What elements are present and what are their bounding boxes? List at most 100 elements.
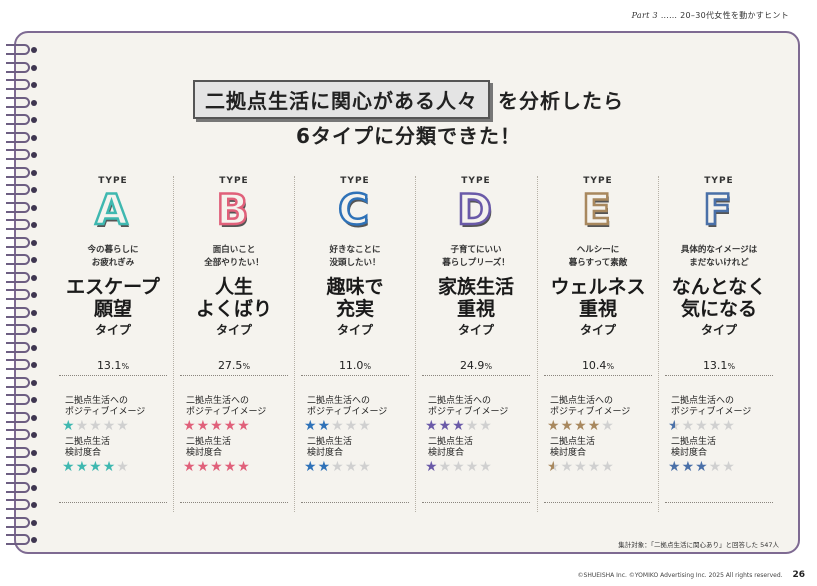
type-percentage: 13.1% [52, 359, 174, 372]
star-full-icon: ★ [210, 418, 224, 434]
star-full-icon: ★ [681, 459, 696, 475]
tagline-line-2: 没頭したい！ [329, 258, 381, 268]
star-full-icon: ★ [438, 418, 453, 434]
binder-ring [6, 219, 37, 231]
title-rest-text: を分析したら [497, 89, 624, 113]
metric-label-line-1: 二拠点生活 [65, 437, 111, 447]
star-empty-icon: ★ [695, 418, 709, 434]
binder-ring [6, 184, 37, 196]
type-percentage: 10.4% [537, 359, 659, 372]
star-empty-icon: ★ [722, 418, 736, 434]
metric-label-line-1: 二拠点生活への [428, 396, 492, 406]
binder-ring [6, 289, 37, 301]
type-letter-outline: E [581, 185, 612, 234]
type-label: TYPE [219, 176, 249, 186]
type-letter-shadow: E [583, 188, 613, 237]
binder-ring [6, 324, 37, 336]
positive-image-label: 二拠点生活への ポジティブイメージ [65, 396, 174, 418]
star-empty-icon: ★ [681, 418, 696, 434]
percentage-unit: % [363, 362, 372, 371]
dotted-divider [180, 375, 288, 376]
positive-image-stars: ★★★★★ [183, 418, 295, 435]
binder-ring [6, 254, 37, 266]
percentage-value: 24.9 [459, 359, 485, 372]
star-empty-icon: ★ [102, 418, 117, 434]
consideration-label: 二拠点生活 検討度合 [550, 437, 659, 459]
star-empty-icon: ★ [331, 459, 345, 475]
title-line-2: 6タイプに分類できた！ [296, 124, 521, 148]
type-name-line-1: なんとなく [671, 276, 767, 298]
binder-ring [6, 96, 37, 109]
metric-label-line-1: 二拠点生活 [307, 437, 353, 447]
title-boxed-text: 二拠点生活に関心がある人々 [193, 80, 491, 119]
tagline-line-2: お疲れぎみ [91, 258, 135, 268]
percentage-unit: % [121, 362, 130, 371]
dotted-divider [180, 502, 288, 503]
binder-ring [6, 61, 37, 74]
positive-image-label: 二拠点生活への ポジティブイメージ [186, 396, 295, 418]
type-tagline: 具体的なイメージは まだないけれど [658, 244, 780, 270]
type-label: TYPE [583, 176, 613, 186]
type-name-line-1: 家族生活 [437, 276, 514, 298]
percentage-unit: % [484, 362, 493, 371]
star-empty-icon: ★ [452, 459, 466, 475]
tagline-line-2: 暮らしプリーズ！ [442, 258, 510, 268]
type-name-line-2: 願望 [93, 298, 132, 320]
star-empty-icon: ★ [722, 459, 736, 475]
type-name: エスケープ 願望 [52, 276, 174, 320]
binder-ring [6, 429, 37, 441]
type-column-b: TYPE B B 面白いこと 全部やりたい！ 人生 よくばり タイプ 27.5% 二拠点生活へのポ… [173, 176, 295, 514]
star-full-icon: ★ [668, 459, 682, 475]
tagline-line-1: 今の暮らしに [87, 245, 139, 255]
star-full-icon: ★ [62, 418, 76, 434]
metric-label-line-1: 二拠点生活への [65, 396, 129, 406]
positive-image-label: 二拠点生活への ポジティブイメージ [428, 396, 537, 418]
star-empty-icon: ★ [358, 459, 372, 475]
star-empty-icon: ★ [587, 459, 602, 475]
metric-label-line-2: ポジティブイメージ [65, 407, 146, 417]
dotted-divider [544, 502, 652, 503]
binder-ring [6, 271, 37, 284]
type-tagline: 面白いこと 全部やりたい！ [173, 244, 295, 270]
binder-ring [6, 131, 37, 144]
star-full-icon: ★ [196, 418, 211, 434]
consideration-label: 二拠点生活 検討度合 [65, 437, 174, 459]
binder-ring [6, 499, 37, 511]
star-full-icon: ★ [89, 459, 103, 475]
star-empty-icon: ★ [560, 459, 575, 475]
star-full-icon: ★ [452, 418, 466, 434]
positive-image-stars: ★★★★★ [425, 418, 537, 435]
type-name-line-2: よくばり [195, 298, 272, 320]
metric-label-line-1: 二拠点生活への [671, 396, 735, 406]
star-empty-icon: ★ [601, 418, 615, 434]
star-full-icon: ★ [574, 418, 588, 434]
metric-label-line-2: ポジティブイメージ [550, 407, 631, 417]
star-empty-icon: ★ [116, 459, 130, 475]
star-empty-icon: ★ [574, 459, 588, 475]
type-suffix: タイプ [94, 323, 131, 337]
percentage-unit: % [727, 362, 736, 371]
type-tagline: 今の暮らしに お疲れぎみ [52, 244, 174, 270]
survey-note: 集計対象：「二拠点生活に関心あり」と回答した 547人 [618, 541, 779, 549]
percentage-unit: % [606, 362, 615, 371]
title-line-1: 二拠点生活に関心がある人々 を分析したら [0, 80, 817, 119]
copyright-footer: ©SHUEISHA Inc. ©YOMIKO Advertising Inc. … [578, 570, 805, 580]
binder-ring [6, 306, 37, 319]
star-empty-icon: ★ [465, 418, 480, 434]
type-label: TYPE [461, 176, 491, 186]
type-letter-shadow: F [704, 188, 734, 237]
type-letter-outline: C [337, 185, 370, 234]
star-full-icon: ★ [304, 418, 318, 434]
star-full-icon: ★ [223, 459, 238, 475]
star-full-icon: ★ [317, 418, 332, 434]
star-empty-icon: ★ [89, 418, 103, 434]
star-full-icon: ★ [237, 418, 251, 434]
consideration-stars: ★★★★★ [62, 459, 174, 476]
header-text: 20–30代女性を動かすヒント [680, 11, 789, 20]
consideration-stars: ★★★★★ [304, 459, 416, 476]
star-full-icon: ★ [75, 459, 90, 475]
positive-image-stars: ★★★★★ [62, 418, 174, 435]
type-letter-outline: B [215, 185, 250, 234]
metric-label-line-2: ポジティブイメージ [671, 407, 752, 417]
